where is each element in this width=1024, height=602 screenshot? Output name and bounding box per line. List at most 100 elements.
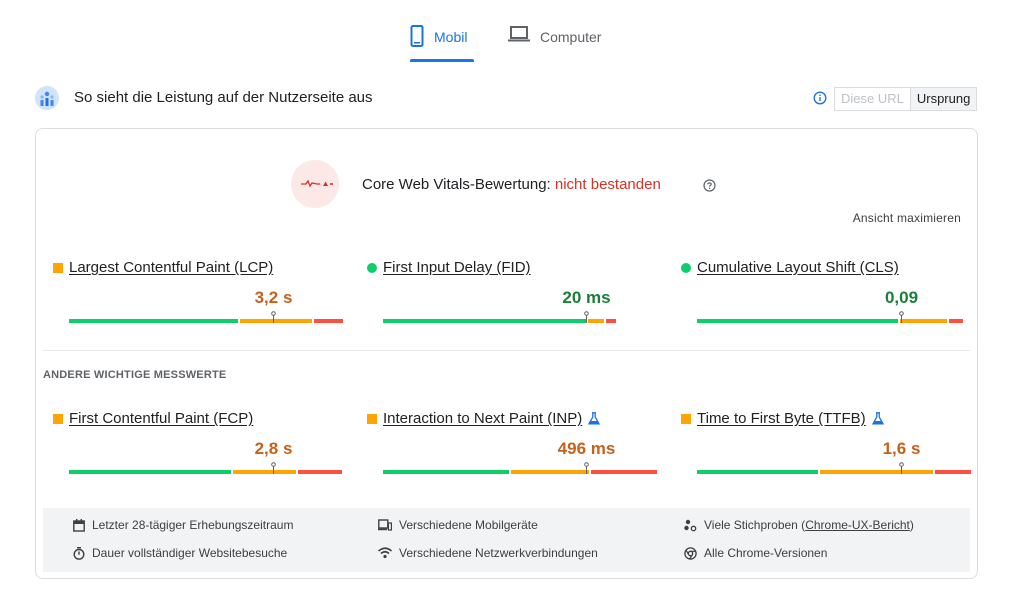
metric-value: 1,6 s: [882, 439, 921, 458]
good-segment: [697, 319, 898, 323]
other-metrics-heading: ANDERE WICHTIGE MESSWERTE: [43, 369, 227, 381]
data-source-footer: Letzter 28-tägiger Erhebungszeitraum Ver…: [43, 508, 970, 572]
metric-name-row: Cumulative Layout Shift (CLS): [681, 259, 899, 276]
tab-mobil-label: Mobil: [434, 29, 468, 45]
metric-name-link[interactable]: Largest Contentful Paint (LCP): [69, 259, 274, 276]
footer-text: Verschiedene Mobilgeräte: [399, 518, 538, 532]
chrome-icon: [684, 546, 697, 560]
tab-mobil[interactable]: Mobil: [410, 22, 474, 62]
percentile-pin-icon: [271, 462, 276, 474]
distribution-bar: [697, 470, 971, 474]
good-segment: [69, 319, 238, 323]
info-icon[interactable]: [813, 91, 827, 105]
ursprung-button[interactable]: Ursprung: [910, 88, 977, 110]
needs-improvement-segment: [588, 319, 604, 323]
good-segment: [383, 470, 509, 474]
devices-icon: [378, 519, 392, 531]
needs-improvement-marker-icon: [53, 262, 63, 273]
footer-text: Verschiedene Netzwerkverbindungen: [399, 546, 598, 560]
footer-samples: Viele Stichproben (Chrome-UX-Bericht): [684, 518, 914, 532]
needs-improvement-segment: [510, 470, 590, 474]
metric-value: 3,2 s: [254, 288, 293, 307]
percentile-pin-icon: [271, 311, 276, 323]
metric-name-link[interactable]: First Contentful Paint (FCP): [69, 410, 254, 427]
poor-segment: [314, 319, 343, 323]
good-segment: [69, 470, 231, 474]
needs-improvement-segment: [900, 319, 947, 323]
footer-text: Dauer vollständiger Websitebesuche: [92, 546, 288, 560]
timer-icon: [73, 546, 85, 560]
good-marker-icon: [367, 262, 377, 273]
metric-ttfb: Time to First Byte (TTFB) 1,6 s: [681, 410, 971, 480]
needs-improvement-marker-icon: [681, 413, 691, 424]
percentile-pin-icon: [899, 462, 904, 474]
metric-name-link[interactable]: Time to First Byte (TTFB): [697, 410, 866, 427]
metric-fcp: First Contentful Paint (FCP) 2,8 s: [53, 410, 343, 480]
expand-view-button[interactable]: Ansicht maximieren: [852, 211, 961, 225]
device-tabs: Mobil Computer: [0, 22, 1024, 62]
footer-text: Letzter 28-tägiger Erhebungszeitraum: [92, 518, 294, 532]
tab-computer[interactable]: Computer: [508, 22, 601, 62]
metric-name-link[interactable]: First Input Delay (FID): [383, 259, 531, 276]
cwv-assessment: Core Web Vitals-Bewertung: nicht bestand…: [362, 176, 661, 193]
footer-chrome-versions: Alle Chrome-Versionen: [684, 546, 827, 560]
metric-inp: Interaction to Next Paint (INP) 496 ms: [367, 410, 658, 480]
footer-text-suffix: ): [909, 518, 914, 532]
metric-cls: Cumulative Layout Shift (CLS) 0,09: [681, 259, 971, 329]
cwv-status: nicht bestanden: [554, 176, 661, 193]
needs-improvement-segment: [233, 470, 296, 474]
tab-computer-label: Computer: [540, 29, 602, 45]
footer-text: Alle Chrome-Versionen: [704, 546, 828, 560]
poor-segment: [949, 319, 963, 323]
needs-improvement-segment: [820, 470, 934, 474]
metric-value: 20 ms: [562, 288, 611, 307]
metric-value: 0,09: [884, 288, 919, 307]
url-origin-toggle: Diese URL Ursprung: [834, 87, 978, 111]
good-segment: [383, 319, 586, 323]
calendar-icon: [73, 518, 85, 532]
poor-segment: [298, 470, 342, 474]
poor-segment: [591, 470, 658, 474]
metric-name-row: Time to First Byte (TTFB): [681, 410, 884, 427]
poor-segment: [935, 470, 971, 474]
footer-text: Viele Stichproben (: [704, 518, 806, 532]
smartphone-icon: [410, 25, 424, 47]
footer-devices: Verschiedene Mobilgeräte: [378, 518, 538, 532]
section-title: So sieht die Leistung auf der Nutzerseit…: [74, 89, 373, 106]
experimental-flask-icon[interactable]: [588, 412, 601, 425]
metric-name-link[interactable]: Interaction to Next Paint (INP): [383, 410, 583, 427]
good-segment: [697, 470, 819, 474]
experimental-flask-icon[interactable]: [871, 412, 884, 425]
metric-name-row: Interaction to Next Paint (INP): [367, 410, 601, 427]
section-divider: [43, 350, 970, 351]
metric-value: 2,8 s: [254, 439, 293, 458]
metric-lcp: Largest Contentful Paint (LCP) 3,2 s: [53, 259, 343, 329]
footer-visit-duration: Dauer vollständiger Websitebesuche: [73, 546, 287, 560]
metric-name-row: First Contentful Paint (FCP): [53, 410, 253, 427]
people-icon: [684, 519, 697, 531]
laptop-icon: [508, 26, 530, 42]
field-data-card: Core Web Vitals-Bewertung: nicht bestand…: [35, 128, 978, 579]
poor-segment: [606, 319, 616, 323]
metric-name-row: Largest Contentful Paint (LCP): [53, 259, 273, 276]
distribution-bar: [697, 319, 971, 323]
chrome-ux-report-link[interactable]: Chrome-UX-Bericht: [805, 518, 910, 532]
distribution-bar: [69, 319, 343, 323]
metric-name-link[interactable]: Cumulative Layout Shift (CLS): [697, 259, 899, 276]
cwv-label: Core Web Vitals-Bewertung:: [362, 176, 555, 193]
percentile-pin-icon: [899, 311, 904, 323]
tab-selected-indicator: [410, 59, 474, 62]
footer-network: Verschiedene Netzwerkverbindungen: [378, 546, 598, 560]
wifi-icon: [378, 547, 392, 559]
crux-logo-icon: [35, 86, 59, 110]
percentile-pin-icon: [584, 462, 589, 474]
percentile-pin-icon: [584, 311, 589, 323]
good-marker-icon: [681, 262, 691, 273]
distribution-bar: [69, 470, 343, 474]
help-icon[interactable]: [703, 179, 716, 192]
metric-value: 496 ms: [557, 439, 616, 458]
field-data-header: So sieht die Leistung auf der Nutzerseit…: [35, 86, 978, 112]
metric-fid: First Input Delay (FID) 20 ms: [367, 259, 657, 329]
cwv-failed-icon: [291, 160, 339, 208]
diese-url-button[interactable]: Diese URL: [835, 88, 911, 110]
